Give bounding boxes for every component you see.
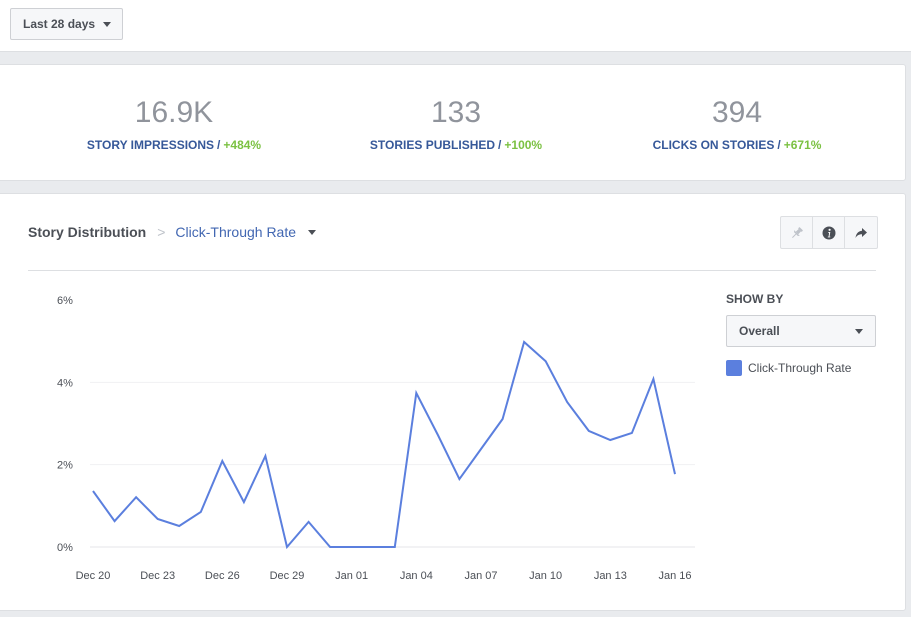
panel-breadcrumb: Story Distribution > Click-Through Rate [28, 224, 317, 240]
kpi-stories-published: 133 STORIES PUBLISHED / +100% [326, 95, 586, 152]
chevron-down-icon [855, 328, 863, 334]
kpi-label: STORY IMPRESSIONS [86, 138, 215, 152]
kpi-clicks-on-stories: 394 CLICKS ON STORIES / +671% [607, 95, 867, 152]
kpi-change: +484% [223, 138, 262, 152]
kpi-value: 133 [430, 96, 482, 129]
pin-button[interactable] [781, 217, 813, 248]
x-tick-label: Jan 07 [464, 570, 497, 582]
chevron-down-icon[interactable] [308, 229, 317, 235]
info-button[interactable] [813, 217, 845, 248]
kpi-separator: / [498, 138, 502, 152]
chevron-right-icon: > [157, 224, 166, 240]
chart-series [92, 340, 676, 550]
show-by-label: SHOW BY [726, 292, 784, 306]
share-icon [855, 227, 867, 238]
pin-icon [791, 226, 803, 238]
date-range-dropdown[interactable]: Last 28 days [10, 8, 124, 40]
kpi-story-impressions: 16.9K STORY IMPRESSIONS / +484% [44, 95, 304, 152]
x-tick-label: Jan 13 [594, 570, 627, 582]
y-tick-label: 2% [57, 460, 73, 472]
chevron-down-icon [103, 21, 112, 27]
chart-legend: Click-Through Rate [726, 360, 851, 376]
date-range-label: Last 28 days [23, 17, 96, 31]
show-by-value: Overall [739, 324, 780, 338]
kpi-label: CLICKS ON STORIES [652, 138, 775, 152]
kpi-label: STORIES PUBLISHED [369, 138, 496, 152]
story-distribution-card: Story Distribution > Click-Through Rate [0, 193, 906, 611]
info-icon [822, 226, 835, 239]
kpi-separator: / [217, 138, 221, 152]
x-tick-label: Jan 01 [335, 570, 368, 582]
x-tick-label: Jan 10 [529, 570, 562, 582]
y-tick-label: 0% [57, 542, 73, 554]
top-toolbar: Last 28 days [0, 0, 911, 52]
x-tick-label: Dec 23 [140, 570, 175, 582]
series-line-ctr [92, 340, 676, 550]
kpi-separator: / [777, 138, 781, 152]
kpi-label-row: CLICKS ON STORIES / +671% [607, 138, 867, 152]
legend-label: Click-Through Rate [748, 361, 852, 375]
kpi-label-row: STORIES PUBLISHED / +100% [326, 138, 586, 152]
metric-selector[interactable]: Click-Through Rate [175, 224, 297, 240]
x-tick-label: Jan 04 [400, 570, 433, 582]
header-divider [28, 270, 876, 271]
kpi-value: 394 [711, 96, 763, 129]
x-tick-label: Jan 16 [658, 570, 691, 582]
chart-y-ticks: 0% 2% 4% 6% [57, 295, 73, 554]
x-tick-label: Dec 20 [76, 570, 111, 582]
kpi-change: +671% [783, 138, 822, 152]
kpi-summary-card: 16.9K STORY IMPRESSIONS / +484% 133 STORIE… [0, 64, 906, 181]
kpi-value: 16.9K [134, 96, 214, 129]
legend-swatch [726, 360, 742, 376]
kpi-label-row: STORY IMPRESSIONS / +484% [44, 138, 304, 152]
panel-title: Story Distribution [28, 224, 147, 240]
show-by-dropdown[interactable]: Overall [726, 315, 876, 347]
panel-actions [780, 216, 878, 249]
y-tick-label: 6% [57, 295, 73, 307]
kpi-change: +100% [504, 138, 543, 152]
x-tick-label: Dec 29 [270, 570, 305, 582]
chart-gridlines [90, 381, 695, 548]
y-tick-label: 4% [57, 377, 73, 389]
x-tick-label: Dec 26 [205, 570, 240, 582]
chart-x-ticks: Dec 20 Dec 23 Dec 26 Dec 29 Jan 01 Jan 04 Jan … [76, 570, 692, 582]
share-button[interactable] [845, 217, 877, 248]
